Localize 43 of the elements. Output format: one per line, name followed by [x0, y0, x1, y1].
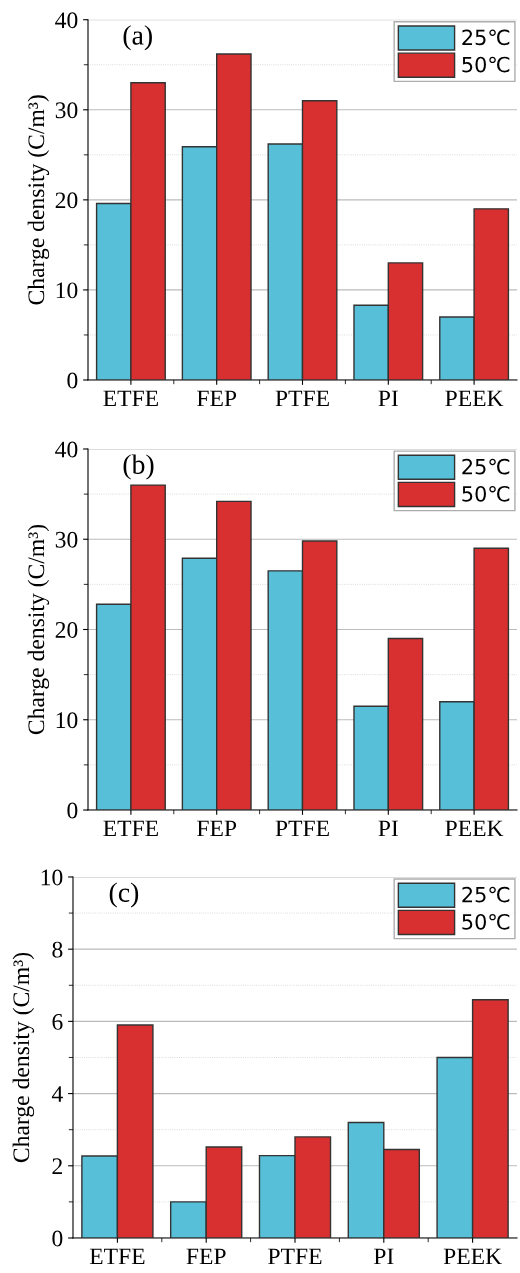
x-tick-label: PTFE	[275, 820, 329, 837]
x-tick-label: PEEK	[445, 820, 504, 837]
x-tick-label: FEP	[197, 820, 237, 837]
y-tick-label: 10	[41, 869, 63, 886]
y-tick-label: 40	[55, 441, 78, 458]
y-tick-label: 10	[56, 282, 78, 299]
x-tick-label: ETFE	[103, 820, 158, 837]
y-tick-label: 0	[67, 372, 78, 389]
x-tick-label: PI	[373, 1248, 394, 1265]
x-tick-label: PI	[378, 820, 398, 837]
y-tick-label: 10	[56, 712, 78, 729]
y-tick-label: 20	[55, 192, 78, 209]
y-tick-label: 40	[55, 12, 78, 29]
legend-label: 50℃	[462, 56, 510, 73]
legend-label: 25℃	[462, 29, 510, 46]
y-tick-label: 8	[52, 941, 63, 958]
legend-label: 25℃	[462, 458, 510, 475]
x-tick-label: PI	[378, 390, 398, 407]
y-tick-label: 2	[52, 1158, 62, 1174]
x-tick-label: PTFE	[275, 390, 329, 407]
x-tick-label: FEP	[197, 390, 237, 407]
y-axis-title: Charge density (C/m³)	[12, 952, 35, 1163]
y-tick-label: 20	[55, 621, 78, 638]
y-tick-label: 30	[55, 531, 78, 548]
x-tick-label: PEEK	[443, 1248, 502, 1265]
y-tick-label: 0	[52, 1230, 63, 1247]
chart-title: (b)	[123, 454, 154, 480]
x-tick-label: FEP	[186, 1248, 226, 1265]
x-tick-label: PTFE	[268, 1248, 322, 1265]
legend-label: 25℃	[462, 886, 510, 903]
chart-title: (a)	[123, 25, 152, 51]
chart-title: (c)	[109, 882, 139, 908]
x-tick-label: ETFE	[103, 390, 158, 407]
y-tick-label: 4	[51, 1086, 63, 1102]
y-tick-label: 6	[52, 1013, 63, 1030]
legend-label: 50℃	[462, 485, 510, 502]
x-tick-label: PEEK	[445, 390, 504, 407]
y-tick-label: 30	[55, 102, 78, 119]
y-axis-title: Charge density (C/m³)	[27, 95, 50, 305]
y-tick-label: 0	[67, 802, 78, 819]
x-tick-label: ETFE	[89, 1248, 145, 1265]
y-axis-title: Charge density (C/m³)	[27, 524, 50, 735]
legend-label: 50℃	[462, 913, 510, 930]
